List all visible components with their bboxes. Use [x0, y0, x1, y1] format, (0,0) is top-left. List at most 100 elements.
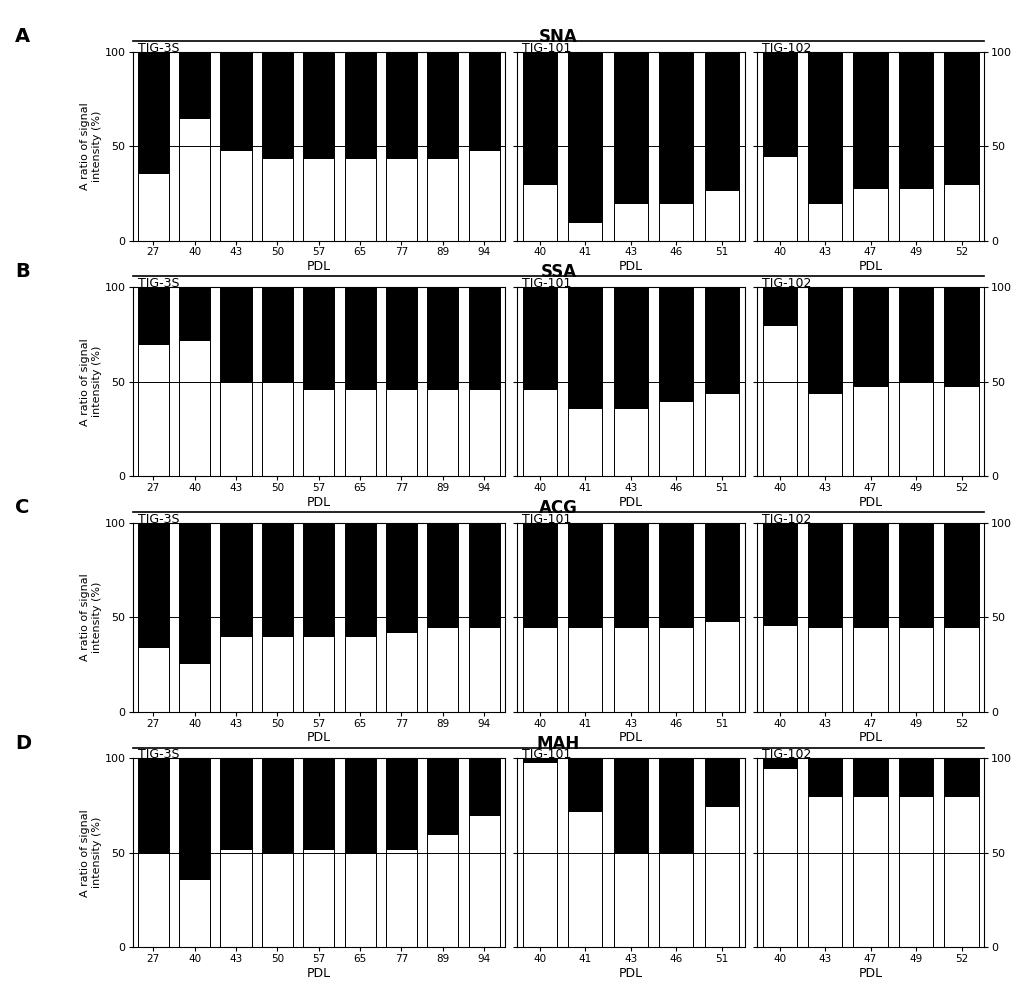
- Bar: [658, 202, 693, 240]
- X-axis label: PDL: PDL: [307, 967, 330, 980]
- Bar: [262, 382, 292, 477]
- X-axis label: PDL: PDL: [307, 260, 330, 273]
- Bar: [138, 523, 168, 647]
- Bar: [385, 849, 417, 947]
- Bar: [344, 636, 375, 712]
- Bar: [944, 523, 977, 627]
- Bar: [179, 523, 210, 663]
- Bar: [568, 52, 602, 221]
- Bar: [613, 202, 647, 240]
- Bar: [138, 344, 168, 477]
- Bar: [138, 759, 168, 852]
- Bar: [303, 158, 334, 240]
- Bar: [898, 287, 932, 382]
- Y-axis label: A ratio of signal
intensity (%): A ratio of signal intensity (%): [81, 573, 102, 661]
- Bar: [658, 523, 693, 627]
- Bar: [220, 523, 252, 636]
- Bar: [468, 627, 499, 712]
- Bar: [138, 852, 168, 947]
- Text: SNA: SNA: [539, 28, 577, 46]
- Y-axis label: A ratio of signal
intensity (%): A ratio of signal intensity (%): [81, 809, 102, 896]
- Bar: [568, 221, 602, 240]
- Bar: [220, 636, 252, 712]
- Text: TIG-102: TIG-102: [761, 42, 810, 55]
- Bar: [427, 158, 458, 240]
- Bar: [220, 849, 252, 947]
- X-axis label: PDL: PDL: [619, 260, 642, 273]
- Bar: [613, 523, 647, 627]
- Bar: [568, 287, 602, 408]
- Bar: [179, 287, 210, 340]
- Text: A: A: [15, 27, 31, 46]
- X-axis label: PDL: PDL: [619, 496, 642, 508]
- Bar: [262, 852, 292, 947]
- Bar: [762, 523, 796, 625]
- Bar: [658, 401, 693, 477]
- Bar: [262, 636, 292, 712]
- Bar: [568, 408, 602, 477]
- Text: TIG-102: TIG-102: [761, 277, 810, 290]
- Bar: [344, 759, 375, 852]
- Bar: [262, 287, 292, 382]
- Text: D: D: [15, 734, 32, 753]
- Bar: [344, 52, 375, 158]
- Bar: [427, 523, 458, 627]
- Bar: [853, 523, 887, 627]
- Bar: [303, 849, 334, 947]
- Bar: [468, 287, 499, 389]
- Bar: [853, 52, 887, 187]
- X-axis label: PDL: PDL: [307, 732, 330, 745]
- Bar: [658, 852, 693, 947]
- Text: TIG-3S: TIG-3S: [138, 277, 179, 290]
- Text: TIG-102: TIG-102: [761, 749, 810, 762]
- Bar: [568, 627, 602, 712]
- Bar: [468, 389, 499, 477]
- Bar: [704, 287, 738, 393]
- Bar: [303, 287, 334, 389]
- Bar: [385, 389, 417, 477]
- X-axis label: PDL: PDL: [619, 967, 642, 980]
- Bar: [704, 189, 738, 240]
- Y-axis label: A ratio of signal
intensity (%): A ratio of signal intensity (%): [81, 103, 102, 190]
- Bar: [613, 627, 647, 712]
- Bar: [762, 325, 796, 477]
- Bar: [613, 287, 647, 408]
- Bar: [853, 287, 887, 386]
- Bar: [523, 287, 556, 389]
- Bar: [523, 759, 556, 763]
- Text: TIG-101: TIG-101: [522, 277, 571, 290]
- Bar: [179, 879, 210, 947]
- Bar: [138, 172, 168, 240]
- Bar: [220, 287, 252, 382]
- Bar: [704, 523, 738, 621]
- Bar: [303, 759, 334, 849]
- Bar: [385, 523, 417, 632]
- Bar: [138, 647, 168, 712]
- Bar: [468, 150, 499, 240]
- Bar: [762, 759, 796, 768]
- Bar: [762, 52, 796, 156]
- Bar: [427, 627, 458, 712]
- Bar: [262, 523, 292, 636]
- Bar: [704, 806, 738, 947]
- Bar: [344, 389, 375, 477]
- Text: TIG-102: TIG-102: [761, 513, 810, 526]
- Bar: [613, 408, 647, 477]
- Bar: [427, 389, 458, 477]
- Bar: [704, 52, 738, 189]
- Bar: [853, 627, 887, 712]
- Bar: [385, 52, 417, 158]
- Bar: [704, 621, 738, 712]
- X-axis label: PDL: PDL: [858, 496, 881, 508]
- Text: TIG-101: TIG-101: [522, 42, 571, 55]
- Bar: [853, 386, 887, 477]
- Bar: [468, 759, 499, 816]
- X-axis label: PDL: PDL: [307, 496, 330, 508]
- Bar: [523, 183, 556, 240]
- Bar: [262, 52, 292, 158]
- Bar: [853, 759, 887, 797]
- Bar: [898, 52, 932, 187]
- Bar: [807, 797, 842, 947]
- Bar: [898, 523, 932, 627]
- Bar: [468, 523, 499, 627]
